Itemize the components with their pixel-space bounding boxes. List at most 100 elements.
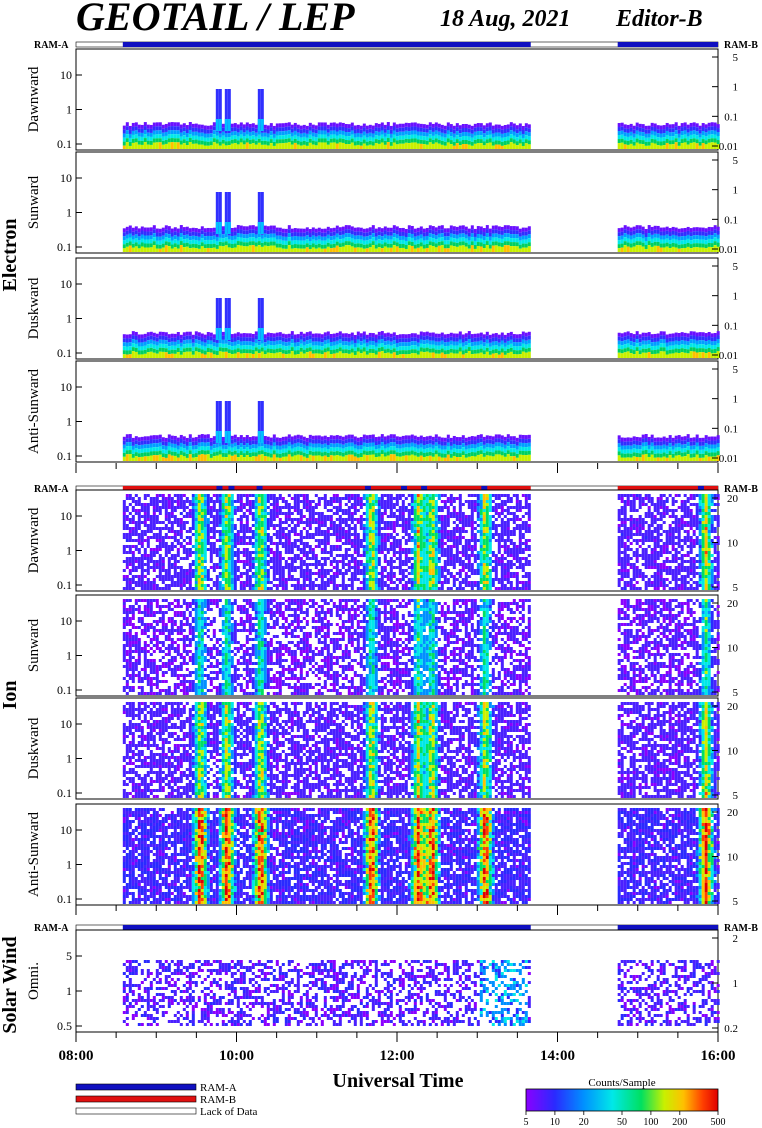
spectro-cell — [335, 352, 339, 358]
spectro-cell — [707, 339, 711, 344]
spectro-cell — [194, 497, 198, 500]
spectro-cell — [707, 122, 711, 127]
spectro-cell — [644, 129, 648, 134]
spectro-cell — [185, 437, 189, 442]
spectro-cell — [620, 449, 624, 454]
spectro-cell — [233, 123, 237, 128]
spectro-cell — [290, 236, 294, 241]
spectro-cell — [629, 239, 633, 244]
spectro-cell — [122, 569, 126, 572]
spectro-cell — [383, 452, 387, 457]
spectro-cell — [170, 345, 174, 350]
spectro-cell — [392, 442, 396, 447]
spectro-cell — [686, 246, 690, 252]
spectro-cell — [302, 440, 306, 445]
spectro-cell — [635, 134, 639, 139]
spectro-cell — [365, 244, 369, 249]
spectro-cell — [149, 518, 153, 521]
spectro-cell — [131, 343, 135, 348]
spectro-cell — [665, 354, 669, 358]
spectro-cell — [413, 240, 417, 245]
spectro-cell — [212, 548, 216, 551]
spectro-spike — [227, 222, 231, 234]
spectro-cell — [695, 442, 699, 447]
spectro-cell — [653, 135, 657, 140]
spectro-cell — [182, 539, 186, 542]
spectro-cell — [371, 245, 375, 252]
spectro-cell — [356, 124, 360, 129]
spectro-cell — [494, 241, 498, 246]
spectro-cell — [617, 439, 621, 444]
spectro-cell — [212, 130, 216, 135]
spectro-cell — [428, 439, 432, 444]
spectro-cell — [629, 139, 633, 144]
spectro-cell — [479, 135, 483, 140]
spectro-cell — [665, 457, 669, 461]
spectro-cell — [134, 524, 138, 527]
spectro-cell — [650, 138, 654, 143]
spectro-cell — [335, 237, 339, 242]
spectro-cell — [293, 244, 297, 249]
spectro-cell — [179, 225, 183, 230]
spectro-cell — [419, 351, 423, 358]
spectro-cell — [431, 123, 435, 128]
spectro-cell — [131, 457, 135, 461]
spectro-cell — [266, 348, 270, 353]
spectro-cell — [620, 243, 624, 248]
spectro-cell — [131, 142, 135, 149]
spectro-cell — [182, 572, 186, 575]
spectro-cell — [395, 448, 399, 453]
spectro-cell — [254, 242, 258, 247]
spectro-cell — [176, 134, 180, 139]
spectro-cell — [179, 584, 183, 587]
spectro-cell — [320, 456, 324, 461]
spectro-cell — [410, 434, 414, 439]
spectro-cell — [206, 227, 210, 232]
spectro-cell — [245, 333, 249, 338]
spectro-cell — [146, 515, 150, 518]
spectro-cell — [410, 142, 414, 149]
spectro-cell — [353, 227, 357, 232]
spectro-cell — [239, 142, 243, 149]
spectro-cell — [140, 578, 144, 581]
spectro-cell — [188, 536, 192, 539]
spectro-cell — [218, 137, 222, 142]
spectro-cell — [629, 453, 633, 458]
spectro-cell — [365, 443, 369, 448]
spectro-cell — [659, 453, 663, 458]
spectro-cell — [266, 340, 270, 345]
spectro-cell — [185, 343, 189, 348]
spectro-spike — [215, 89, 219, 130]
spectro-cell — [458, 453, 462, 458]
ram-label-right: RAM-B — [724, 40, 758, 51]
spectro-cell — [197, 515, 201, 518]
spectro-cell — [167, 438, 171, 443]
spectro-cell — [455, 143, 459, 149]
spectro-cell — [299, 137, 303, 142]
spectro-cell — [149, 503, 153, 506]
spectro-cell — [146, 440, 150, 445]
spectro-cell — [176, 506, 180, 509]
spectro-cell — [617, 443, 621, 448]
spectro-cell — [194, 545, 198, 548]
spectro-cell — [470, 241, 474, 246]
spectro-cell — [290, 444, 294, 449]
spectro-cell — [707, 130, 711, 135]
spectro-cell — [299, 443, 303, 448]
spectro-cell — [365, 240, 369, 245]
spectro-cell — [626, 441, 630, 446]
spectro-cell — [347, 128, 351, 133]
spectro-cell — [695, 123, 699, 128]
spectro-cell — [521, 331, 525, 336]
spectro-cell — [245, 455, 249, 461]
spectro-cell — [155, 563, 159, 566]
spectro-cell — [479, 348, 483, 353]
spectro-cell — [434, 345, 438, 350]
spectro-cell — [689, 343, 693, 348]
spectro-cell — [353, 448, 357, 453]
spectro-cell — [137, 338, 141, 343]
spectro-cell — [377, 440, 381, 445]
spectro-cell — [125, 533, 129, 536]
spectro-cell — [167, 560, 171, 563]
spectro-cell — [197, 336, 201, 341]
